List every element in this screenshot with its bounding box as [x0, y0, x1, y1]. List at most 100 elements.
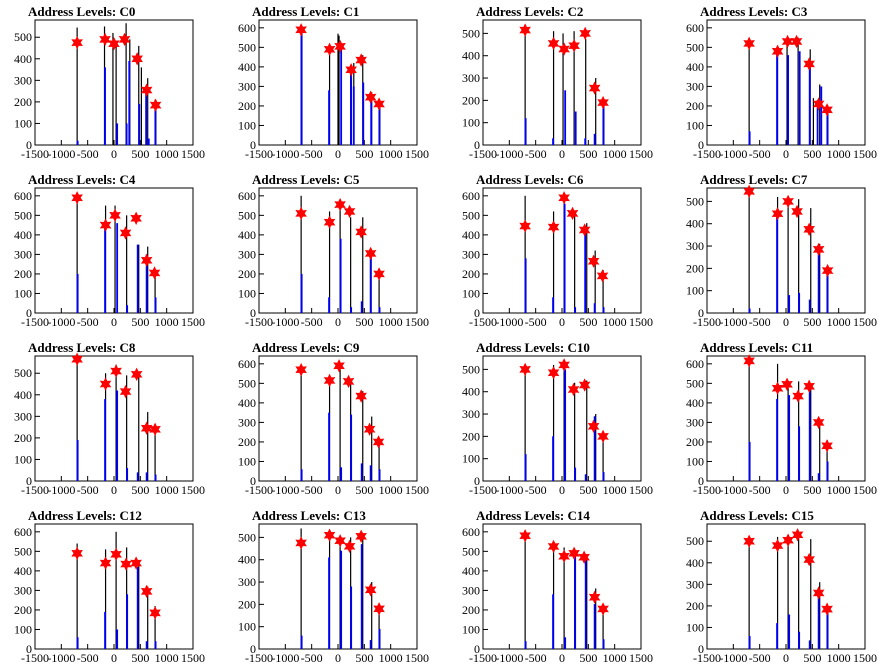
- x-tick-label: 500: [579, 147, 597, 161]
- x-tick-label: -500: [749, 651, 771, 665]
- chart-panel: Address Levels: C7 0 100 200 300 400 500 -1500-…: [672, 168, 896, 336]
- chart-svg: 0 100 200 300 400 500 -1500-1000 -500 0 500 1000 15…: [462, 19, 653, 161]
- x-tick-label: 500: [131, 315, 149, 329]
- star-marker: [558, 549, 570, 563]
- star-marker: [812, 97, 825, 111]
- x-tick-label: -1000: [719, 315, 747, 329]
- star-marker: [558, 42, 570, 56]
- x-tick-label: -1500: [693, 483, 721, 497]
- x-tick-label: -500: [525, 651, 547, 665]
- x-tick-label: 1500: [405, 147, 429, 161]
- chart-title: Address Levels: C15: [700, 508, 814, 523]
- star-marker: [355, 53, 367, 67]
- x-tick-label: 500: [579, 315, 597, 329]
- star-marker: [99, 218, 112, 232]
- y-tick-label: 300: [686, 415, 704, 429]
- x-tick-label: -1500: [245, 651, 273, 665]
- star-marker: [567, 382, 580, 397]
- star-marker: [149, 606, 161, 620]
- chart-panel: Address Levels: C14 0 100 200 300 400 500 600 -1…: [448, 504, 672, 672]
- star-marker: [363, 422, 376, 436]
- y-tick-label: 0: [474, 306, 480, 320]
- star-marker: [790, 34, 803, 49]
- x-tick-label: -500: [749, 147, 771, 161]
- y-tick-label: 600: [14, 525, 32, 539]
- y-tick-label: 400: [462, 385, 480, 399]
- y-tick-label: 300: [238, 79, 256, 93]
- y-tick-label: 500: [14, 366, 32, 380]
- y-tick-label: 500: [686, 376, 704, 390]
- y-tick-label: 100: [238, 454, 256, 468]
- chart-title: Address Levels: C0: [28, 4, 136, 19]
- chart-svg: 0 100 200 300 400 500 -1500-1000 -500 0 500 1000 15…: [14, 19, 205, 161]
- star-marker: [110, 364, 122, 378]
- x-tick-label: 0: [559, 651, 565, 665]
- star-marker: [372, 435, 385, 449]
- x-tick-label: 1500: [629, 651, 653, 665]
- star-marker: [343, 539, 356, 553]
- star-marker: [108, 37, 120, 51]
- plot-frame: [482, 187, 642, 314]
- star-marker: [99, 32, 111, 47]
- x-tick-label: 1000: [603, 315, 627, 329]
- x-tick-label: -1500: [245, 315, 273, 329]
- chart-svg: 0 100 200 300 400 500 600 -1500-1000 -500 0 500 100…: [14, 187, 205, 329]
- x-tick-label: -1000: [271, 483, 299, 497]
- x-tick-label: 1000: [827, 147, 851, 161]
- star-marker: [803, 222, 815, 236]
- star-marker: [597, 429, 609, 444]
- y-tick-label: 0: [250, 642, 256, 656]
- chart-svg: 0 100 200 300 400 500 -1500-1000 -500 0 500 1000 15…: [686, 523, 877, 665]
- star-marker: [803, 379, 815, 393]
- star-marker: [295, 536, 307, 550]
- y-tick-label: 500: [14, 544, 32, 558]
- y-tick-label: 200: [462, 603, 480, 617]
- y-tick-label: 600: [238, 21, 256, 35]
- star-marker: [355, 529, 367, 543]
- x-tick-label: 1500: [853, 483, 877, 497]
- star-marker: [345, 63, 357, 77]
- chart-svg: 0 100 200 300 400 500 600 -1500-1000 -500 0 500 100…: [14, 523, 205, 665]
- y-tick-label: 500: [686, 534, 704, 548]
- star-marker: [342, 374, 355, 389]
- star-marker: [743, 184, 755, 199]
- star-marker: [99, 377, 112, 391]
- y-tick-label: 200: [686, 261, 704, 275]
- star-marker: [588, 590, 601, 604]
- x-tick-label: -500: [301, 315, 323, 329]
- chart-svg: 0 100 200 300 400 500 600 -1500-1000 -500 0 500 100…: [462, 187, 653, 329]
- star-marker: [568, 546, 580, 560]
- x-tick-label: 500: [131, 147, 149, 161]
- y-tick-label: 0: [474, 138, 480, 152]
- x-tick-label: -1000: [271, 147, 299, 161]
- star-marker: [355, 225, 367, 239]
- y-tick-label: 400: [686, 556, 704, 570]
- x-tick-label: -1000: [719, 483, 747, 497]
- chart-panel: Address Levels: C5 0 100 200 300 400 500 600 -15…: [224, 168, 448, 336]
- x-tick-label: -1000: [47, 483, 75, 497]
- x-tick-label: -1000: [495, 147, 523, 161]
- x-tick-label: -500: [77, 147, 99, 161]
- y-tick-label: 100: [14, 452, 32, 466]
- x-tick-label: 500: [803, 483, 821, 497]
- y-tick-label: 0: [26, 642, 32, 656]
- y-tick-label: 500: [462, 362, 480, 376]
- star-marker: [99, 556, 112, 570]
- y-tick-label: 100: [462, 452, 480, 466]
- y-tick-label: 0: [698, 138, 704, 152]
- x-tick-label: 1500: [629, 147, 653, 161]
- x-tick-label: -1500: [693, 651, 721, 665]
- y-tick-label: 400: [462, 564, 480, 578]
- x-tick-label: 1000: [155, 483, 179, 497]
- y-tick-label: 300: [14, 247, 32, 261]
- star-marker: [587, 419, 600, 433]
- plot-frame: [34, 355, 194, 482]
- chart-panel: Address Levels: C1 0 100 200 300 400 500 600 -15…: [224, 0, 448, 168]
- star-marker: [140, 83, 153, 97]
- y-tick-label: 200: [14, 95, 32, 109]
- star-marker: [578, 550, 590, 564]
- x-tick-label: 0: [559, 483, 565, 497]
- y-tick-label: 600: [462, 189, 480, 203]
- y-tick-label: 100: [462, 116, 480, 130]
